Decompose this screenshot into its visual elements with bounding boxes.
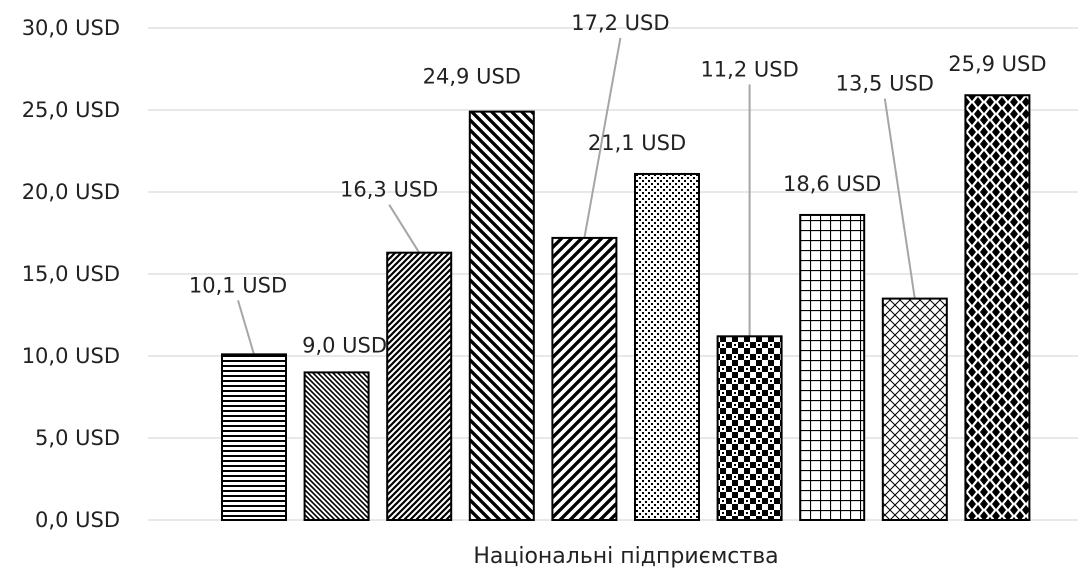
leader-line (237, 300, 255, 355)
data-label: 16,3 USD (340, 178, 438, 202)
bar (634, 172, 700, 522)
bars (221, 94, 1031, 522)
bar (468, 110, 535, 521)
y-tick-label: 25,0 USD (22, 98, 120, 122)
data-label: 18,6 USD (783, 172, 881, 196)
leader-line (388, 204, 421, 254)
y-axis-ticks: 0,0 USD 5,0 USD 10,0 USD 15,0 USD 20,0 USD 25… (22, 16, 120, 532)
bar (551, 236, 618, 521)
y-tick-label: 5,0 USD (35, 426, 120, 450)
y-tick-label: 30,0 USD (22, 16, 120, 40)
data-label: 11,2 USD (700, 57, 798, 81)
bar (881, 297, 948, 521)
leader-lines (237, 37, 916, 355)
leader-line (883, 98, 916, 299)
data-label: 17,2 USD (571, 11, 669, 35)
bar (303, 371, 370, 521)
leader-line (583, 37, 622, 239)
data-labels: 10,1 USD 9,0 USD 16,3 USD 24,9 USD 17,2 USD 2… (189, 11, 1047, 357)
data-label: 25,9 USD (948, 52, 1046, 76)
x-axis-title: Національні підприємства (473, 544, 778, 569)
data-label: 24,9 USD (423, 65, 521, 89)
y-tick-label: 15,0 USD (22, 262, 120, 286)
bar (964, 94, 1031, 522)
data-label: 9,0 USD (302, 333, 387, 357)
bar (716, 335, 783, 521)
bar (799, 213, 866, 522)
y-tick-label: 20,0 USD (22, 180, 120, 204)
data-label: 10,1 USD (189, 273, 287, 297)
y-tick-label: 0,0 USD (35, 508, 120, 532)
bar (386, 251, 453, 521)
data-label: 21,1 USD (588, 131, 686, 155)
y-tick-label: 10,0 USD (22, 344, 120, 368)
bar (221, 353, 287, 521)
data-label: 13,5 USD (836, 72, 934, 96)
